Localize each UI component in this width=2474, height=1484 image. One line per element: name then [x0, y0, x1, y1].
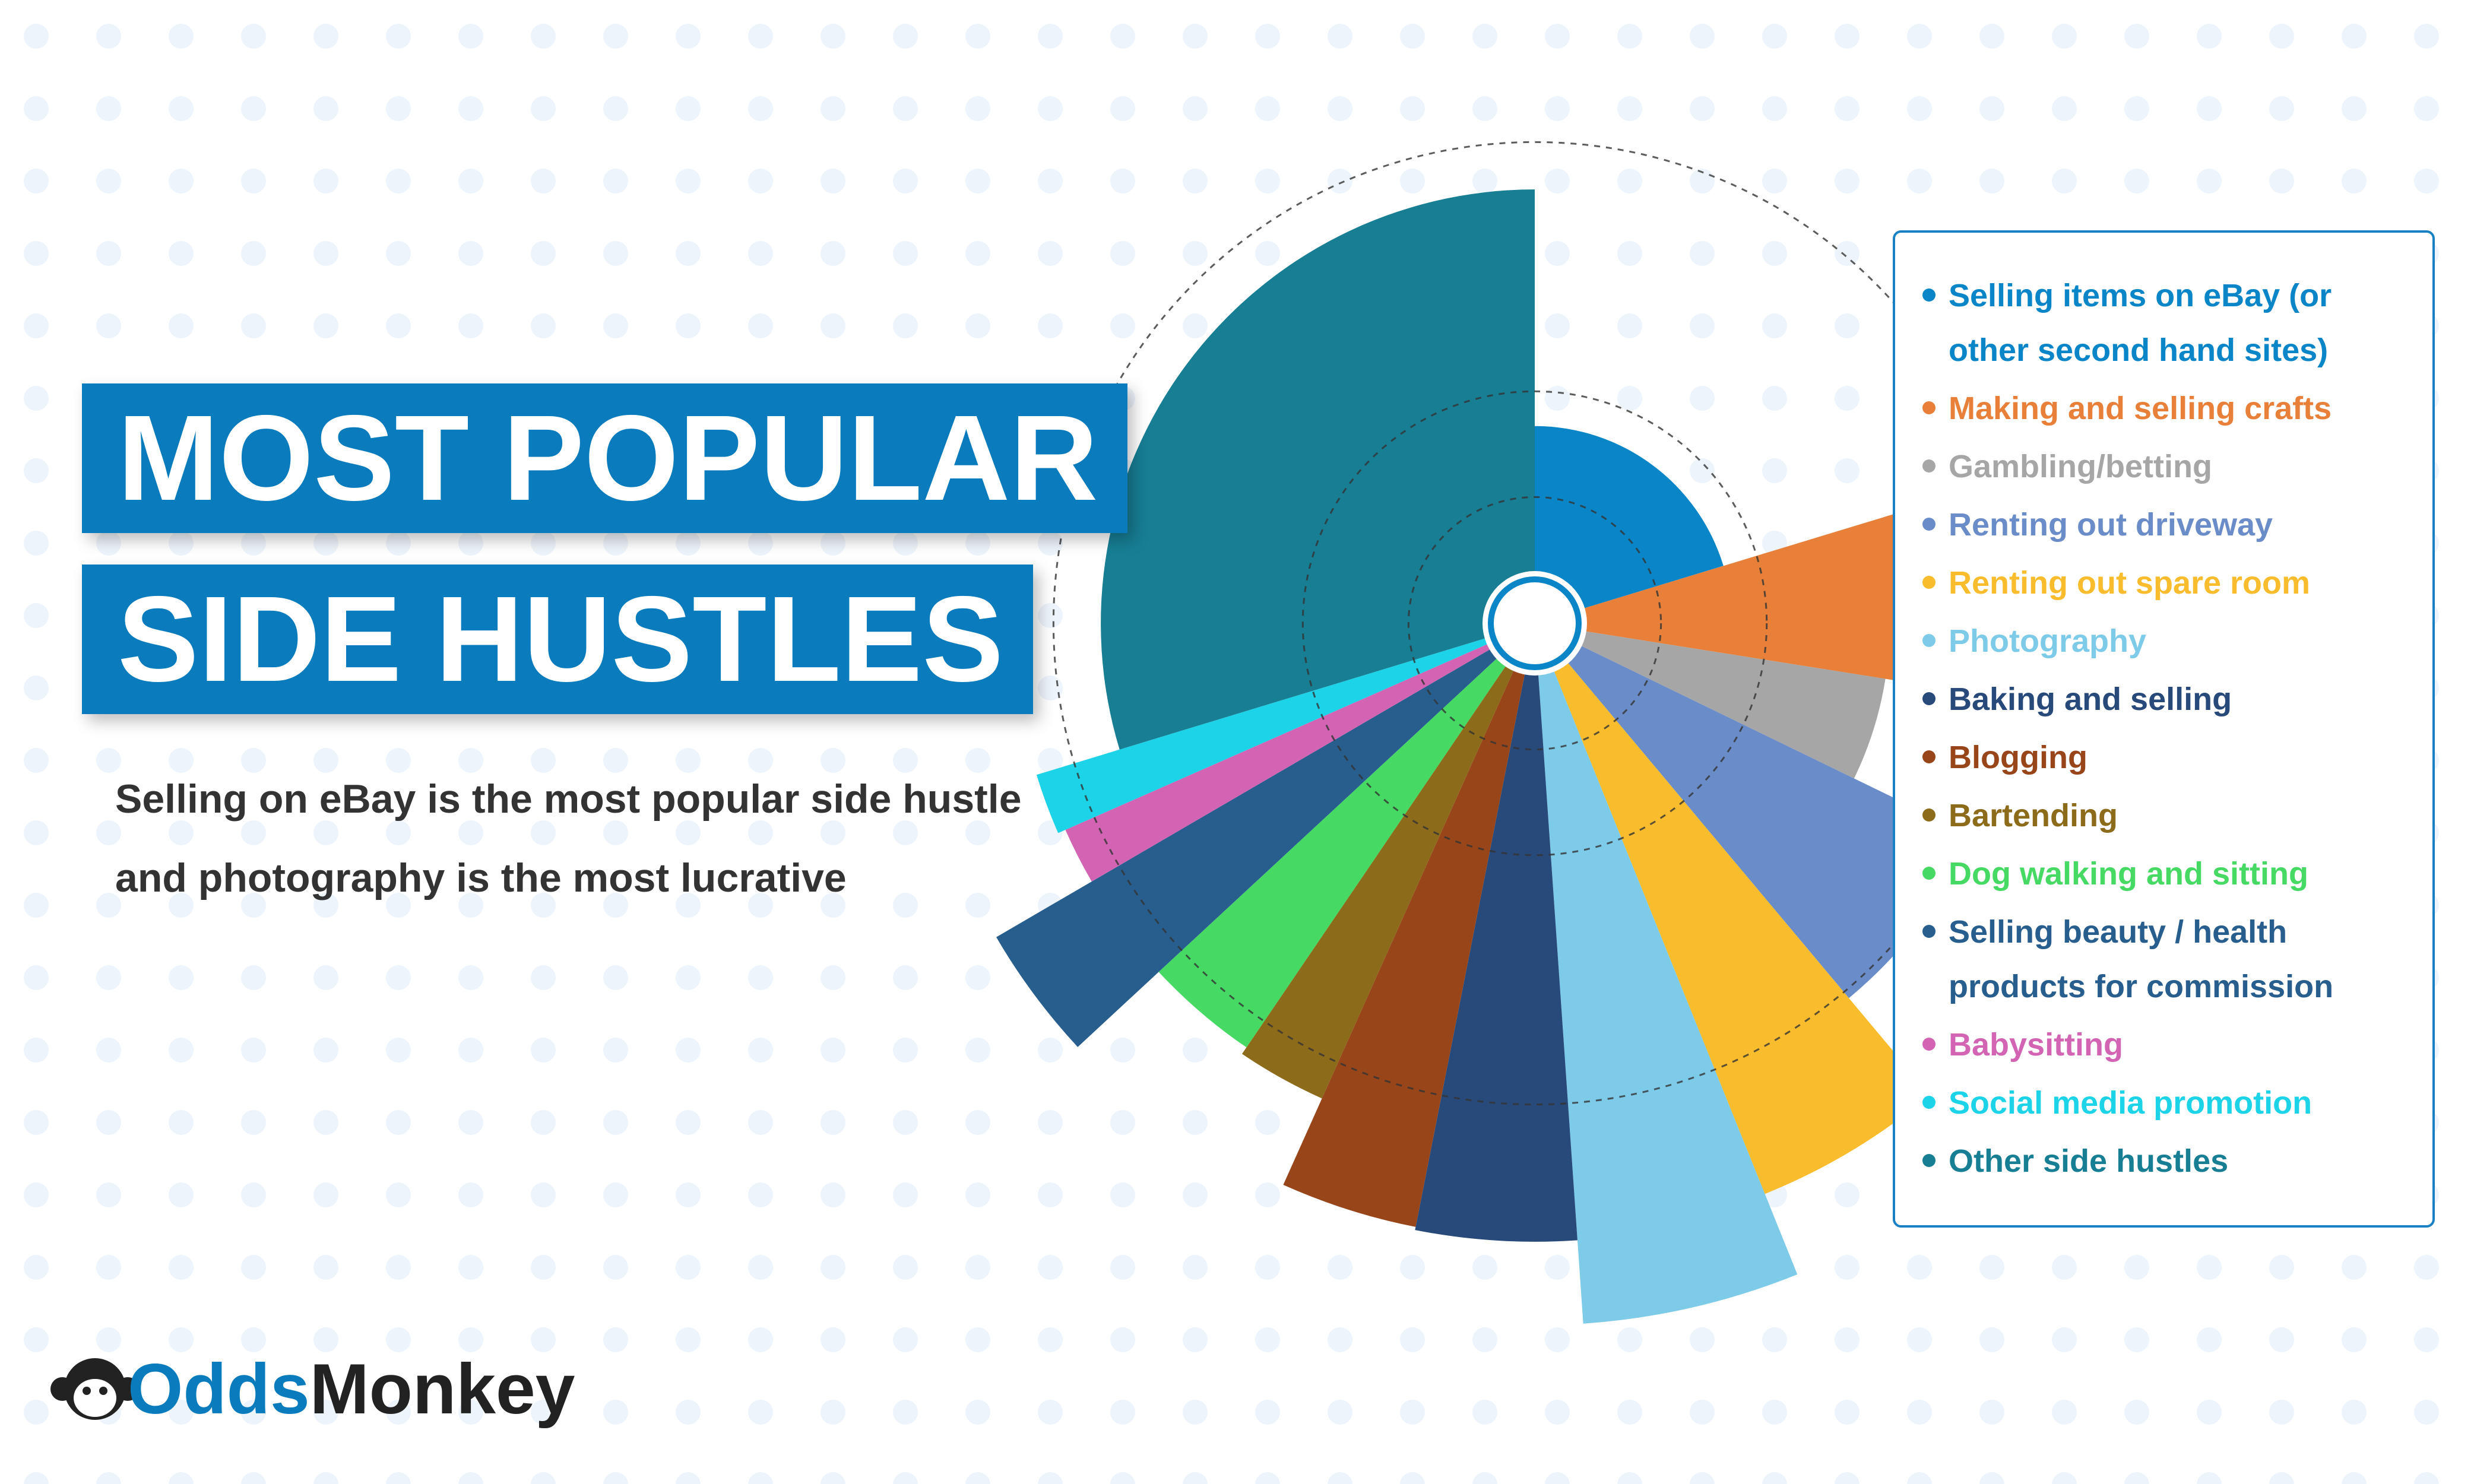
legend-label: Renting out driveway	[1949, 507, 2273, 543]
sector	[1283, 623, 1535, 1227]
legend-list: Selling items on eBay (or other second h…	[1895, 233, 2432, 1188]
logo-part: Monkey	[309, 1349, 575, 1429]
legend-item: Dog walking and sitting	[1922, 846, 2364, 901]
grid-circle	[1301, 390, 1768, 857]
legend-item: Bartending	[1922, 788, 2364, 843]
sector	[1036, 623, 1535, 833]
legend-label: Dog walking and sitting	[1949, 856, 2308, 892]
sector	[996, 623, 1535, 1047]
legend-marker	[1922, 634, 1936, 647]
grid-circle	[1407, 496, 1662, 751]
legend-item: Gambling/betting	[1922, 439, 2364, 494]
legend-marker	[1922, 692, 1936, 705]
legend-item: Selling beauty / health products for com…	[1922, 905, 2364, 1014]
legend-label: Babysitting	[1949, 1027, 2124, 1063]
legend-label: Making and selling crafts	[1949, 391, 2332, 426]
legend-item: Other side hustles	[1922, 1134, 2364, 1188]
legend-label: Bartending	[1949, 798, 2118, 833]
legend-label: Renting out spare room	[1949, 565, 2311, 601]
legend-item: Blogging	[1922, 730, 2364, 785]
sector	[1535, 623, 1975, 998]
legend-marker	[1922, 1096, 1936, 1109]
legend-marker	[1922, 867, 1936, 880]
legend-label: Social media promotion	[1949, 1085, 2313, 1121]
legend-marker	[1922, 925, 1936, 938]
title-line: SIDE HUSTLES	[82, 565, 1034, 714]
sector	[1415, 623, 1577, 1242]
legend-marker	[1922, 288, 1936, 302]
sector	[1158, 623, 1535, 1048]
sector	[1535, 623, 1798, 1324]
logo: OddsMonkey	[128, 1345, 575, 1434]
subtitle: Selling on eBay is the most popular side…	[115, 776, 1022, 900]
sector	[1535, 623, 1886, 779]
legend-marker	[1922, 518, 1936, 531]
sector	[1535, 426, 1724, 623]
legend-label: Photography	[1949, 623, 2146, 659]
title-line: MOST POPULAR	[82, 383, 1128, 533]
legend-marker	[1922, 1154, 1936, 1167]
legend-item: Making and selling crafts	[1922, 381, 2364, 436]
logo-part: Odds	[128, 1349, 310, 1429]
legend-marker	[1922, 750, 1936, 763]
legend-label: Blogging	[1949, 740, 2087, 775]
logo-icon	[50, 1358, 140, 1420]
legend-marker	[1922, 808, 1936, 822]
legend-marker	[1922, 401, 1936, 414]
legend-label: Selling items on eBay (or other second h…	[1949, 278, 2332, 368]
sectors	[996, 189, 1975, 1324]
legend: Selling items on eBay (or other second h…	[1893, 230, 2435, 1228]
legend-item: Babysitting	[1922, 1017, 2364, 1072]
legend-marker	[1922, 576, 1936, 589]
sector	[1101, 189, 1535, 750]
legend-item: Renting out spare room	[1922, 556, 2364, 610]
legend-label: Baking and selling	[1949, 681, 2232, 717]
center	[1488, 576, 1582, 670]
legend-item: Baking and selling	[1922, 672, 2364, 727]
legend-label: Gambling/betting	[1949, 449, 2212, 484]
legend-marker	[1922, 459, 1936, 473]
sector	[1535, 623, 1930, 1194]
sector	[1535, 513, 1914, 683]
legend-item: Social media promotion	[1922, 1076, 2364, 1130]
legend-item: Renting out driveway	[1922, 497, 2364, 552]
legend-item: Photography	[1922, 614, 2364, 668]
legend-marker	[1922, 1038, 1936, 1051]
legend-label: Other side hustles	[1949, 1143, 2229, 1179]
sector	[1065, 623, 1535, 882]
legend-item: Selling items on eBay (or other second h…	[1922, 268, 2364, 378]
sector	[1242, 623, 1535, 1099]
legend-label: Selling beauty / health products for com…	[1949, 914, 2334, 1004]
